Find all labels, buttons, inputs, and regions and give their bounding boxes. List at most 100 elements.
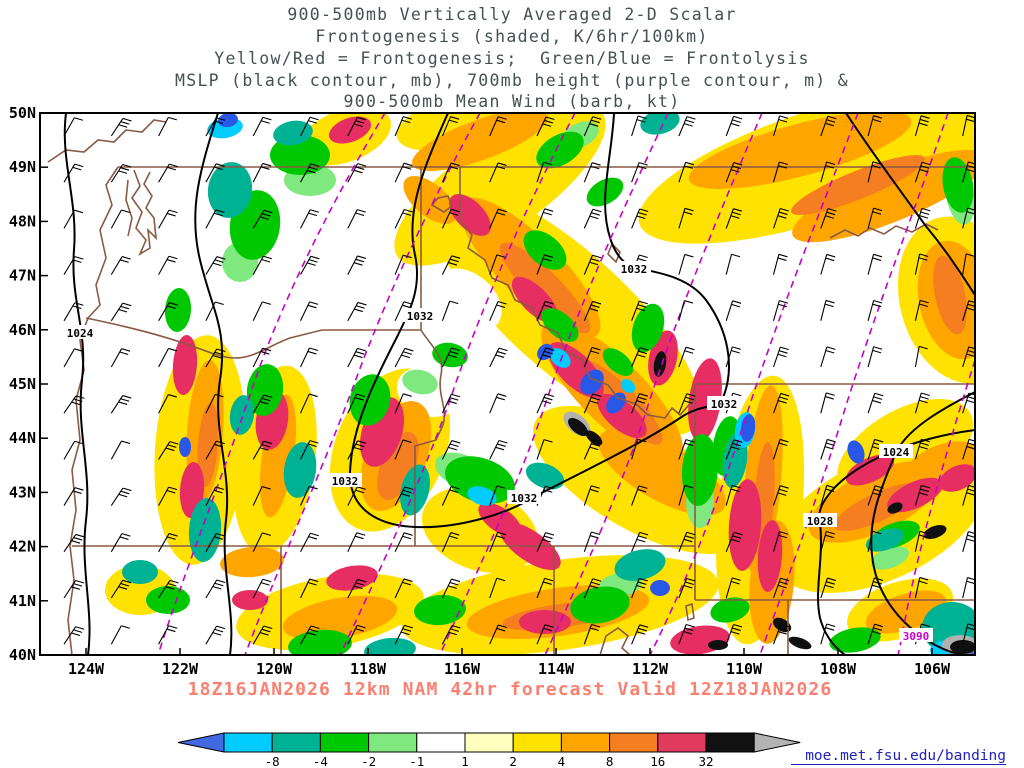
title-line-4: MSLP (black contour, mb), 700mb height (… (175, 71, 849, 90)
colorbar-segment (512, 732, 562, 753)
colorbar-segment (464, 732, 514, 753)
colorbar: -8 -4 -2 -1 1 2 4 8 16 32 (177, 732, 801, 768)
wind-barb (583, 393, 602, 414)
wind-barb (867, 300, 883, 321)
contour-label: 1032 (621, 263, 648, 276)
wind-barb (110, 395, 132, 414)
lat-label: 43N (9, 483, 36, 501)
wind-barb (394, 208, 413, 229)
contour-labels: 1024 1032 1032 1032 1032 1032 1024 1028 3090 (63, 261, 933, 643)
wind-barb (205, 625, 226, 645)
colorbar-segment (319, 732, 370, 753)
wind-barb (299, 393, 318, 414)
shade-blob (536, 131, 584, 169)
wind-barb (300, 347, 319, 368)
wind-barb (536, 577, 554, 599)
wind-barb (678, 346, 695, 368)
wind-barb (205, 440, 225, 460)
wind-barb (110, 579, 132, 599)
wind-barb (394, 439, 412, 460)
colorbar-tick-label: 2 (509, 754, 517, 768)
lon-label: 120W (256, 660, 293, 678)
wind-barb (300, 301, 319, 322)
shade-blob (923, 525, 947, 539)
colorbar-segment (657, 732, 707, 753)
wind-barb (158, 302, 178, 322)
colorbar-segment (560, 732, 611, 753)
wind-barb (158, 625, 178, 645)
shade-blob (688, 358, 722, 442)
shade-blob (349, 374, 391, 426)
shade-blob (688, 113, 912, 189)
wind-barb (158, 486, 178, 506)
lat-label: 45N (9, 375, 36, 393)
wind-barb (772, 392, 790, 414)
wind-barb (725, 115, 743, 137)
wind-barb (63, 302, 84, 322)
wind-barb (252, 255, 273, 275)
wind-barb (110, 302, 132, 322)
wind-barb (110, 440, 131, 460)
lat-label: 47N (9, 267, 36, 285)
wind-barb (489, 162, 507, 183)
wind-barb (725, 346, 741, 368)
wind-barb (489, 254, 506, 275)
wind-barb (441, 440, 461, 460)
height-contour-path (544, 113, 763, 655)
shade-blob (273, 120, 313, 146)
wind-barb (205, 256, 226, 275)
wind-barb (158, 347, 178, 368)
shade-blob (232, 590, 268, 610)
wind-barb (914, 299, 929, 321)
wind-barb (867, 161, 882, 183)
wind-barb (631, 624, 649, 645)
wind-barb (252, 301, 271, 322)
shade-blob (845, 454, 895, 486)
wind-barb (820, 253, 836, 275)
wind-barb (110, 163, 132, 183)
wind-barb (110, 533, 131, 553)
wind-barb (347, 624, 366, 645)
wind-barb (158, 116, 177, 137)
coastline-path (47, 119, 167, 163)
wind-barb (441, 255, 461, 275)
wind-barb (252, 394, 273, 414)
shade-blob (792, 149, 975, 243)
wind-barb (489, 439, 508, 460)
wind-barb (110, 625, 130, 645)
wind-barb (441, 162, 460, 183)
height-contour-path (649, 113, 859, 655)
lat-label: 46N (9, 321, 36, 339)
lon-label: 110W (726, 660, 763, 678)
shade-blob (207, 162, 253, 218)
shade-blob (523, 230, 567, 270)
website-link[interactable]: moe.met.fsu.edu/banding (805, 748, 1006, 764)
wind-barb (631, 208, 649, 229)
wind-barb (489, 531, 507, 553)
contour-label-box (707, 396, 741, 410)
contour-label: 1032 (407, 310, 434, 323)
wind-barb (158, 394, 177, 414)
shade-blob (829, 627, 881, 653)
wind-barb (158, 533, 178, 553)
wind-barb (394, 532, 413, 553)
shade-blob (650, 580, 670, 596)
wind-barb (867, 346, 883, 368)
wind-barb (347, 301, 367, 322)
wind-barb (914, 576, 929, 599)
wind-barb (725, 484, 741, 506)
wind-barb (63, 440, 84, 460)
wind-barb (820, 115, 837, 137)
wind-barb (347, 393, 366, 414)
shade-blob (326, 565, 378, 591)
wind-barb (962, 577, 975, 599)
shade-blob (870, 546, 910, 570)
wind-barb (678, 577, 696, 599)
shade-blob (865, 528, 905, 552)
wind-barb (914, 207, 931, 229)
wind-barb (394, 393, 412, 414)
lon-label: 106W (914, 660, 951, 678)
lat-label: 42N (9, 538, 36, 556)
wind-barb (63, 256, 84, 275)
